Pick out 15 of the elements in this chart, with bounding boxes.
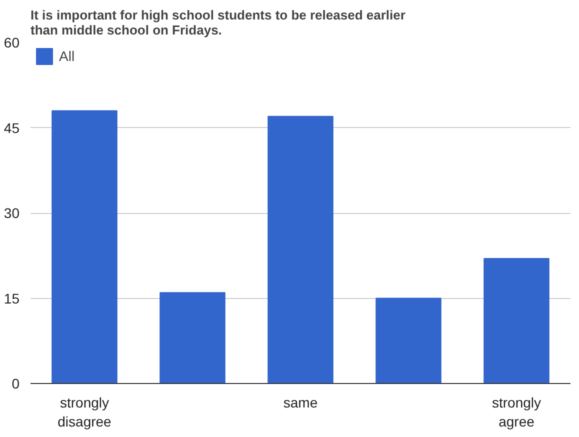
x-tick-label: strongly disagree	[58, 394, 112, 430]
bar	[376, 298, 442, 384]
bar	[268, 116, 334, 384]
bar	[52, 110, 118, 384]
legend-label: All	[59, 48, 76, 64]
x-tick-label: same	[283, 394, 318, 410]
y-tick-label: 0	[12, 376, 20, 392]
chart-title: It is important for high school students to be released earlier than middle school on Fridays.	[30, 8, 406, 38]
x-tick-label: strongly agree	[492, 394, 542, 430]
bar	[160, 292, 226, 384]
y-tick-label: 45	[4, 120, 20, 136]
y-tick-label: 60	[4, 34, 20, 50]
y-tick-label: 15	[4, 290, 20, 306]
y-tick-label: 30	[4, 205, 20, 221]
bar	[484, 258, 550, 384]
